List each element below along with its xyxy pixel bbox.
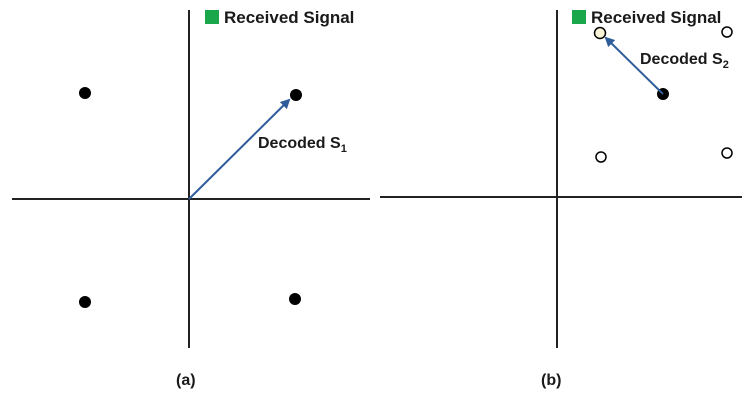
panel-b-point-received xyxy=(593,26,607,40)
panel-b-decoded-arrow xyxy=(604,36,664,95)
panel-b-legend-text: Received Signal xyxy=(591,8,721,27)
panel-b-caption: (b) xyxy=(541,372,561,389)
panel-a-decoded-arrow xyxy=(188,98,291,200)
panel-a-point-top-right xyxy=(290,89,302,101)
panel-a-decoded-label: Decoded S1 xyxy=(258,135,347,155)
panel-a: Received Signal Decoded S1 (a) xyxy=(12,8,370,389)
panel-a-point-bottom-left xyxy=(79,296,91,308)
panel-a-caption: (a) xyxy=(176,372,196,389)
panel-b-legend-swatch xyxy=(572,10,586,24)
panel-a-legend-text: Received Signal xyxy=(224,8,354,27)
panel-a-point-top-left xyxy=(79,87,91,99)
panel-b: Received Signal Decoded S2 (b) xyxy=(380,8,742,389)
panel-b-point-bottom-right-hollow xyxy=(721,147,733,159)
panel-a-point-bottom-right xyxy=(289,293,301,305)
panel-a-legend-swatch xyxy=(205,10,219,24)
panel-b-point-bottom-left-hollow xyxy=(595,151,607,163)
panel-b-decoded-label: Decoded S2 xyxy=(640,51,729,71)
panel-b-point-top-right-hollow xyxy=(721,26,733,38)
